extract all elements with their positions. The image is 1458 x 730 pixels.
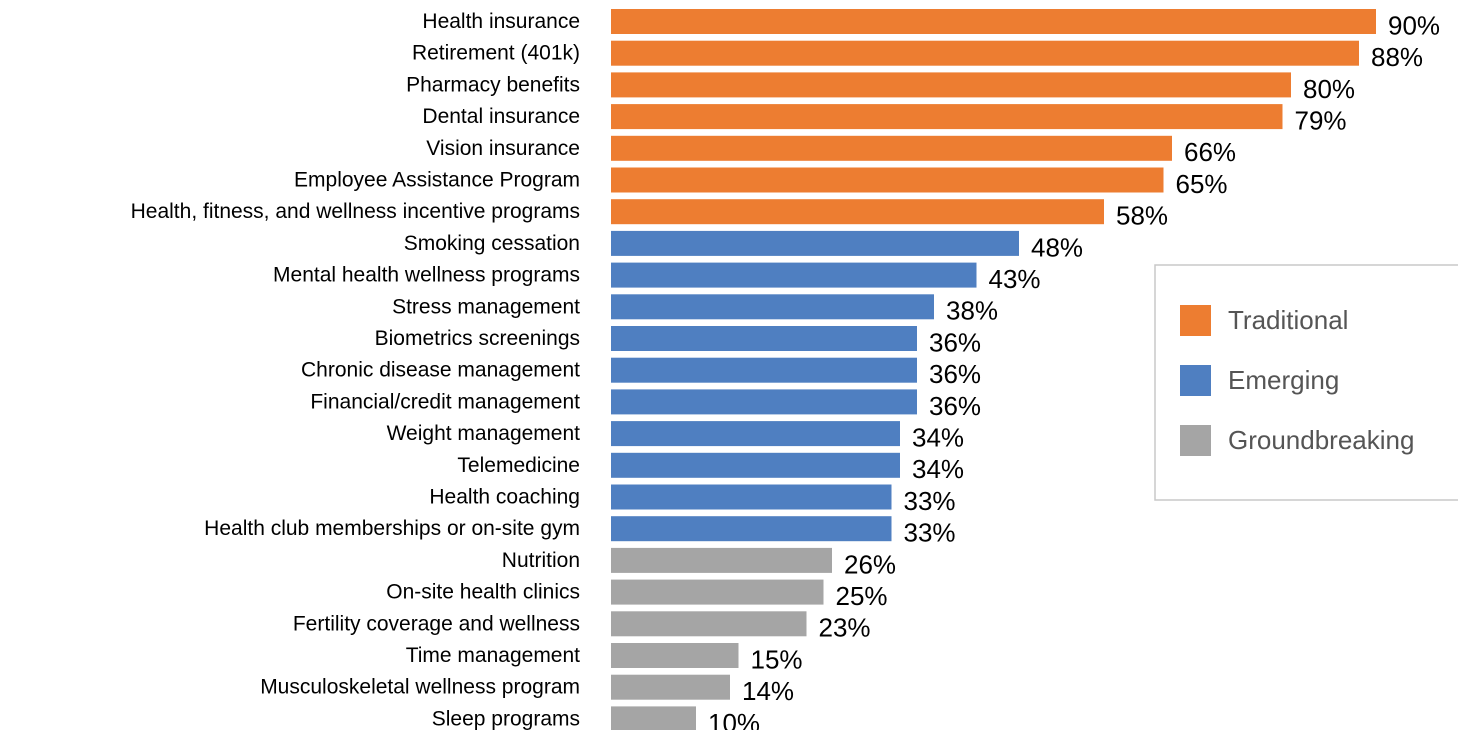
value-label: 79% [1295,105,1347,135]
bar [611,611,807,637]
category-label: Musculoskeletal wellness program [260,676,580,699]
value-label: 33% [904,486,956,516]
category-label: Mental health wellness programs [273,264,580,287]
value-label: 23% [819,613,871,643]
bar [611,72,1291,98]
category-label: Employee Assistance Program [294,169,580,192]
bar [611,357,917,383]
legend-label: Traditional [1228,305,1348,335]
category-label: Health, fitness, and wellness incentive … [131,200,580,223]
category-label: Smoking cessation [404,232,580,255]
category-label: Retirement (401k) [412,42,580,65]
value-label: 90% [1388,10,1440,40]
category-label: Vision insurance [426,137,580,160]
bar [611,643,739,668]
value-label: 25% [836,581,888,611]
category-label: Health club memberships or on-site gym [204,517,580,540]
legend-swatch [1180,365,1211,396]
bar [611,706,696,730]
value-label: 33% [904,518,956,548]
bar [611,9,1376,34]
bar [611,579,824,605]
bar [611,135,1172,161]
category-label: On-site health clinics [386,581,580,604]
value-label: 36% [929,327,981,357]
category-label: Telemedicine [457,454,580,477]
value-label: 36% [929,391,981,421]
bar [611,262,977,288]
value-label: 88% [1371,42,1423,72]
bar [611,484,892,510]
category-label: Pharmacy benefits [406,73,580,96]
legend-label: Groundbreaking [1228,425,1414,455]
value-label: 80% [1303,74,1355,104]
category-label: Time management [406,644,580,667]
bar [611,421,900,447]
bar [611,294,934,320]
category-label: Fertility coverage and wellness [293,612,580,635]
bar [611,104,1283,130]
bar [611,674,730,700]
category-label: Nutrition [502,549,580,572]
value-label: 43% [989,264,1041,294]
category-label: Health coaching [429,486,580,509]
category-label: Health insurance [422,10,580,33]
value-label: 58% [1116,201,1168,231]
bar [611,40,1359,66]
bar [611,167,1164,193]
bar [611,516,892,542]
value-label: 66% [1184,137,1236,167]
category-label: Biometrics screenings [375,327,580,350]
value-label: 48% [1031,232,1083,262]
value-label: 14% [742,676,794,706]
value-label: 34% [912,454,964,484]
legend-swatch [1180,425,1211,456]
value-label: 38% [946,296,998,326]
value-label: 36% [929,359,981,389]
category-label: Financial/credit management [310,390,580,413]
bar [611,452,900,478]
bar [611,230,1019,256]
value-label: 15% [751,644,803,674]
value-label: 10% [708,708,760,730]
category-label: Dental insurance [422,105,580,128]
legend-label: Emerging [1228,365,1339,395]
category-label: Sleep programs [432,707,580,730]
category-label: Weight management [387,422,581,445]
bar [611,326,917,351]
bar [611,199,1104,225]
value-label: 65% [1176,169,1228,199]
bar [611,389,917,415]
value-label: 26% [844,549,896,579]
category-label: Chronic disease management [301,359,580,382]
value-label: 34% [912,422,964,452]
bar [611,547,832,573]
legend-swatch [1180,305,1211,336]
category-label: Stress management [392,295,580,318]
